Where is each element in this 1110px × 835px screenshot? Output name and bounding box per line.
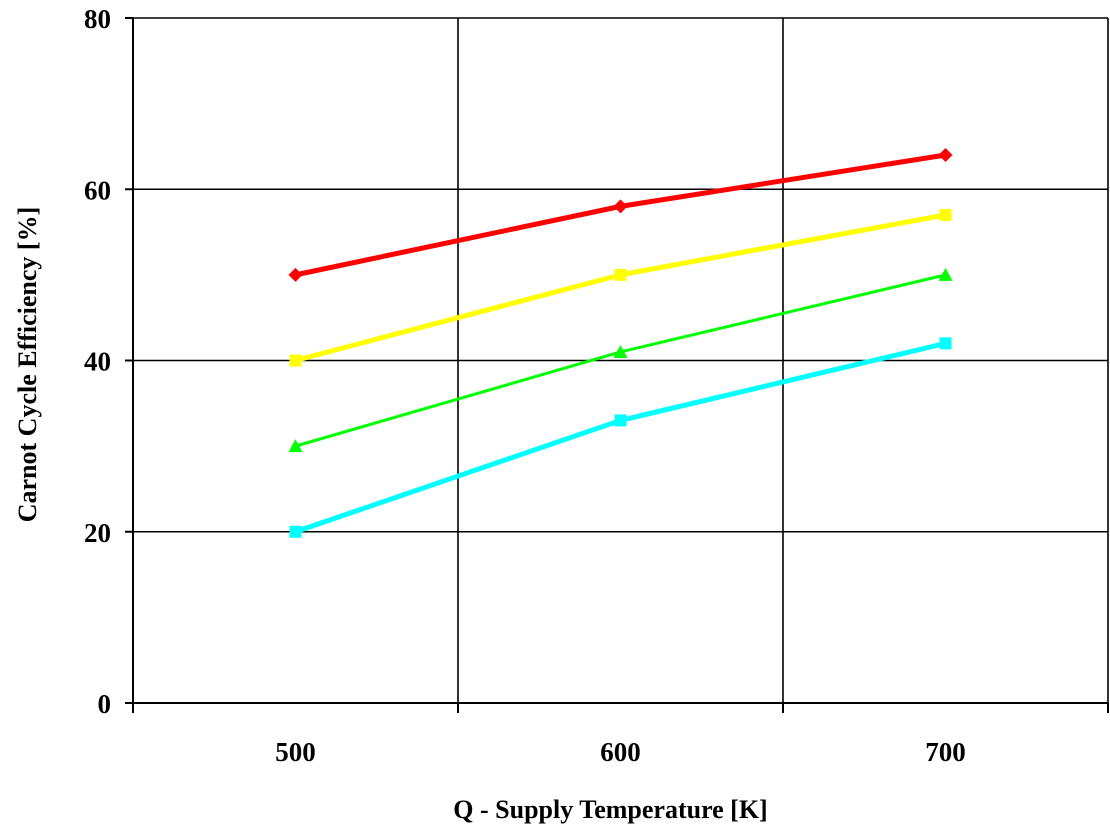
x-tick-label: 500 <box>275 737 316 767</box>
series-3 <box>288 267 953 453</box>
series-line <box>294 340 947 535</box>
series-1 <box>288 148 953 282</box>
y-axis-title: Carnot Cycle Efficiency [%] <box>13 207 42 523</box>
data-point <box>938 267 953 281</box>
data-point <box>939 337 952 350</box>
data-point <box>613 199 628 214</box>
data-point <box>939 208 952 221</box>
data-point <box>614 414 627 427</box>
tick-labels: 0 20 40 60 80 500 600 700 <box>84 4 966 767</box>
series-2 <box>289 208 952 367</box>
data-point <box>289 354 302 367</box>
data-point <box>614 268 627 281</box>
data-point <box>613 344 628 358</box>
data-point <box>289 525 302 538</box>
y-tick-label: 0 <box>98 689 112 719</box>
series-line <box>294 152 946 278</box>
axes <box>125 17 1109 713</box>
y-tick-label: 60 <box>84 175 111 205</box>
x-axis-title: Q - Supply Temperature [K] <box>453 795 767 824</box>
y-tick-label: 20 <box>84 518 111 548</box>
grid <box>133 17 1109 703</box>
series <box>288 148 953 538</box>
data-point <box>288 439 303 453</box>
data-point <box>288 267 303 282</box>
data-point <box>938 148 953 162</box>
x-tick-label: 700 <box>925 737 966 767</box>
x-tick-label: 600 <box>600 737 641 767</box>
series-4 <box>289 337 952 538</box>
series-line <box>294 212 946 363</box>
y-tick-label: 40 <box>84 347 111 377</box>
y-tick-label: 80 <box>84 4 111 34</box>
